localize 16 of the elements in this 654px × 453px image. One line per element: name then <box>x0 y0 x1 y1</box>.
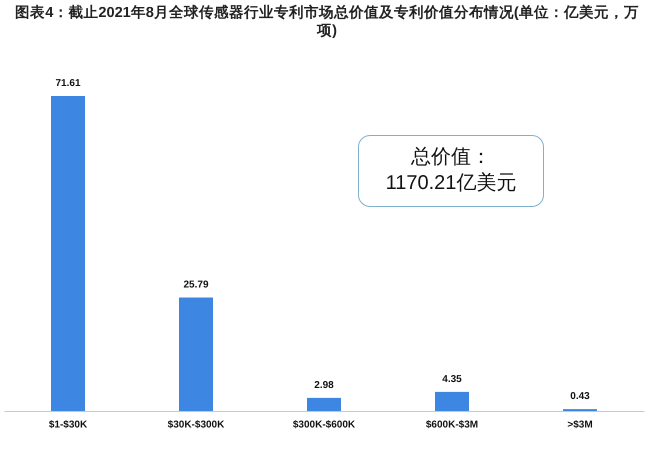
data-label: 2.98 <box>314 380 334 391</box>
data-label: 25.79 <box>183 280 209 291</box>
chart-title: 图表4：截止2021年8月全球传感器行业专利市场总价值及专利价值分布情况(单位：亿美元，万项) <box>14 4 640 40</box>
annotation: 总价值：1170.21亿美元 <box>384 145 518 196</box>
data-label: 0.43 <box>570 391 590 402</box>
x-tick-label: $300K-$600K <box>292 420 356 430</box>
bar <box>307 398 341 411</box>
x-tick-label: >$3M <box>567 420 593 430</box>
bar <box>179 298 213 411</box>
x-tick-label: $600K-$3M <box>426 420 478 430</box>
x-tick-label: $30K-$300K <box>168 420 226 430</box>
bar <box>435 392 469 411</box>
x-tick-label: $1-$30K <box>48 420 88 430</box>
data-label: 71.61 <box>55 78 81 89</box>
bar <box>51 96 85 411</box>
data-label: 4.35 <box>442 374 462 385</box>
